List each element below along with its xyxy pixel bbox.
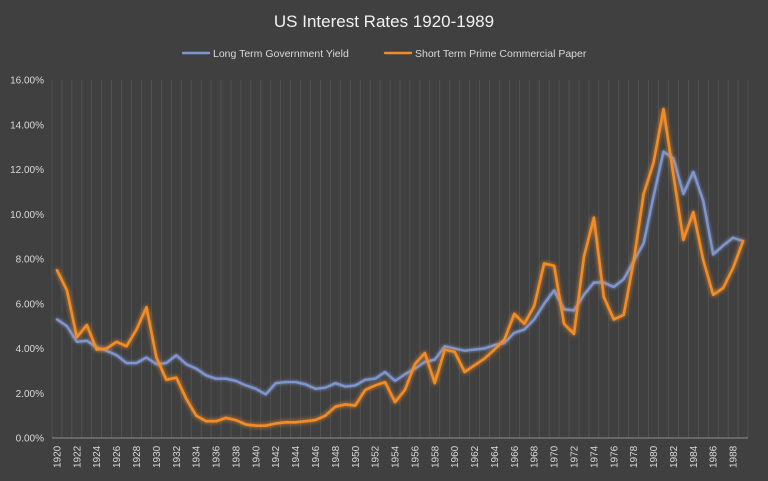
y-tick-label: 2.00%: [16, 389, 44, 400]
x-tick-label: 1958: [430, 445, 441, 468]
series-line-long-term-government-yield: [55, 150, 745, 396]
x-tick-label: 1948: [331, 445, 342, 468]
y-tick-label: 8.00%: [16, 255, 44, 266]
x-tick-label: 1954: [391, 445, 402, 468]
x-tick-label: 1982: [669, 445, 680, 468]
x-tick-label: 1944: [291, 445, 302, 468]
legend-label: Short Term Prime Commercial Paper: [415, 48, 587, 60]
y-tick-label: 14.00%: [10, 120, 44, 131]
x-tick-label: 1962: [470, 445, 481, 468]
x-tick-label: 1928: [132, 445, 143, 468]
y-tick-label: 0.00%: [16, 434, 44, 445]
x-tick-label: 1940: [251, 445, 262, 468]
x-tick-label: 1978: [629, 445, 640, 468]
x-tick-label: 1974: [589, 445, 600, 468]
y-tick-label: 10.00%: [10, 210, 44, 221]
x-tick-label: 1970: [550, 445, 561, 468]
x-tick-label: 1924: [92, 445, 103, 468]
x-tick-label: 1956: [410, 445, 421, 468]
series-lines: [55, 107, 745, 427]
gridlines: [51, 80, 749, 438]
x-tick-label: 1986: [709, 445, 720, 468]
x-tick-label: 1952: [371, 445, 382, 468]
x-tick-label: 1984: [689, 445, 700, 468]
x-tick-label: 1920: [52, 445, 63, 468]
x-tick-label: 1988: [729, 445, 740, 468]
x-tick-label: 1966: [510, 445, 521, 468]
chart-title: US Interest Rates 1920-1989: [274, 12, 494, 31]
x-tick-label: 1930: [152, 445, 163, 468]
x-tick-label: 1932: [172, 445, 183, 468]
x-tick-label: 1964: [490, 445, 501, 468]
x-tick-label: 1946: [311, 445, 322, 468]
x-tick-label: 1950: [351, 445, 362, 468]
x-tick-label: 1934: [192, 445, 203, 468]
x-tick-label: 1922: [72, 445, 83, 468]
legend: Long Term Government Yield Short Term Pri…: [181, 48, 587, 60]
x-tick-label: 1976: [609, 445, 620, 468]
y-tick-label: 12.00%: [10, 165, 44, 176]
x-tick-label: 1942: [271, 445, 282, 468]
x-tick-label: 1972: [570, 445, 581, 468]
series-line-short-term-prime-commercial-paper: [55, 107, 745, 427]
x-tick-label: 1938: [231, 445, 242, 468]
y-tick-label: 4.00%: [16, 344, 44, 355]
x-tick-label: 1936: [212, 445, 223, 468]
x-tick-label: 1968: [530, 445, 541, 468]
x-tick-label: 1960: [450, 445, 461, 468]
x-tick-label: 1926: [112, 445, 123, 468]
axes: 0.00% 2.00% 4.00% 6.00% 8.00% 10.00% 12.00% 14.…: [10, 76, 748, 468]
y-tick-label: 16.00%: [10, 76, 44, 87]
x-tick-label: 1980: [649, 445, 660, 468]
legend-label: Long Term Government Yield: [213, 48, 349, 60]
y-tick-label: 6.00%: [16, 299, 44, 310]
